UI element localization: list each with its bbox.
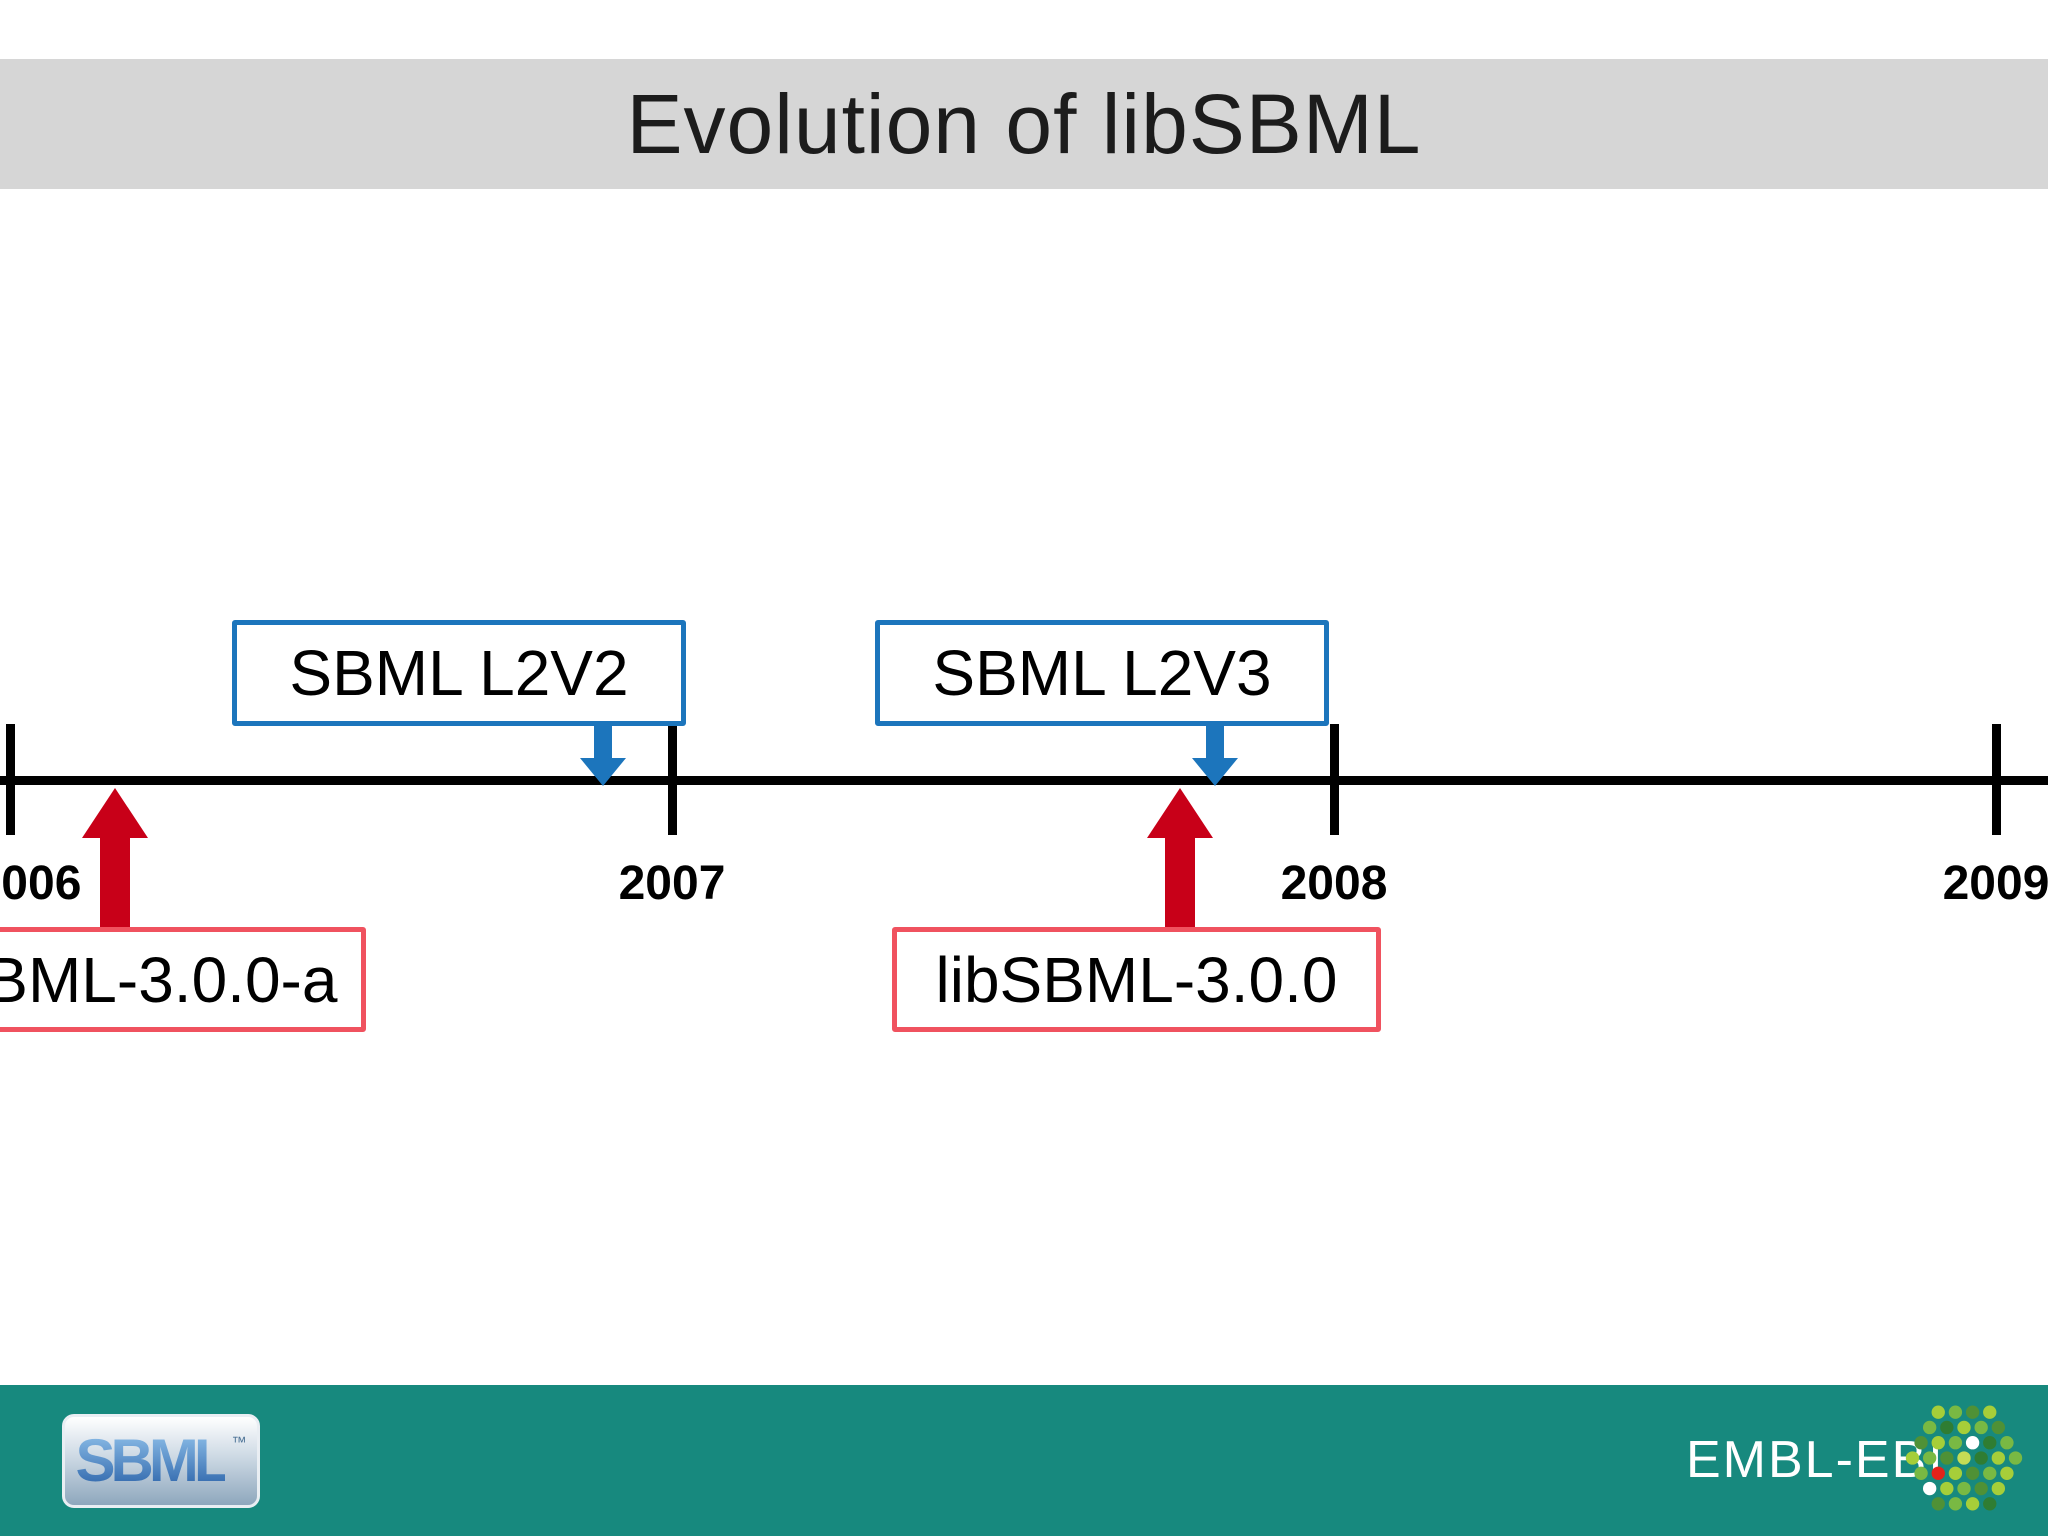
- year-label-2009: 2009: [1942, 857, 2048, 910]
- down-arrow-icon: [1192, 726, 1238, 786]
- release-label: SBML L2V3: [932, 637, 1272, 709]
- arrow-head: [1192, 758, 1238, 786]
- release-label: libSBML-3.0.0-a: [0, 943, 338, 1016]
- release-box-sbml-l2v2: SBML L2V2: [232, 620, 686, 726]
- release-label: libSBML-3.0.0: [935, 943, 1338, 1016]
- arrow-head: [580, 758, 626, 786]
- arrow-head: [1147, 788, 1213, 838]
- tick-2006: [6, 724, 15, 835]
- tick-2009: [1992, 724, 2001, 835]
- release-box-libsbml-300: libSBML-3.0.0: [892, 927, 1381, 1032]
- sbml-logo: SBML ™: [62, 1414, 260, 1508]
- up-arrow-icon: [1147, 788, 1213, 927]
- embl-ebi-hexagon-logo: [1905, 1405, 2023, 1511]
- release-label: SBML L2V2: [289, 637, 629, 709]
- release-box-sbml-l2v3: SBML L2V3: [875, 620, 1329, 726]
- arrow-head: [82, 788, 148, 838]
- sbml-logo-text: SBML: [75, 1427, 231, 1494]
- down-arrow-icon: [580, 726, 626, 786]
- footer-bar: [0, 1385, 2048, 1536]
- arrow-stem: [1206, 726, 1224, 758]
- up-arrow-icon: [82, 788, 148, 927]
- year-label-2006: 2006: [0, 857, 82, 910]
- arrow-stem: [594, 726, 612, 758]
- tick-2008: [1330, 724, 1339, 835]
- page-title: Evolution of libSBML: [626, 76, 1422, 171]
- arrow-stem: [100, 838, 130, 927]
- year-label-2007: 2007: [618, 857, 726, 910]
- embl-ebi-wordmark: EMBL-EBI: [1686, 1431, 1945, 1489]
- timeline-axis: [0, 776, 2048, 785]
- release-box-libsbml-300a: libSBML-3.0.0-a: [0, 927, 366, 1032]
- trademark-symbol: ™: [231, 1433, 247, 1451]
- tick-2007: [668, 724, 677, 835]
- year-label-2008: 2008: [1280, 857, 1388, 910]
- arrow-stem: [1165, 838, 1195, 927]
- title-bar: Evolution of libSBML: [0, 59, 2048, 189]
